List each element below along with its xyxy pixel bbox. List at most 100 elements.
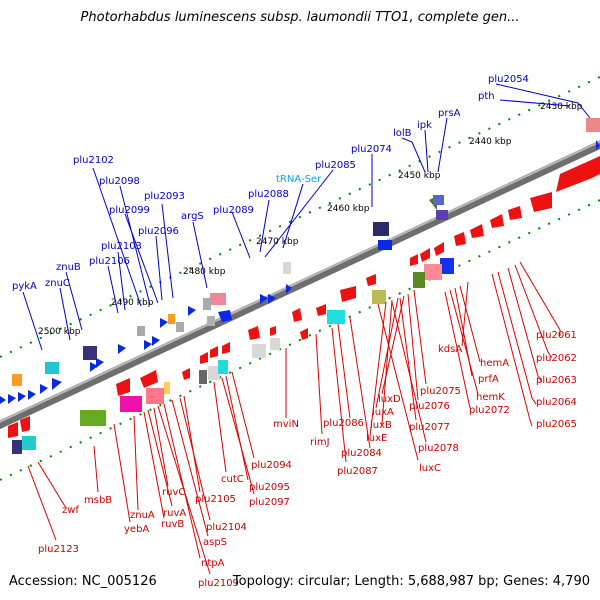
reverse-gene [248,326,260,340]
forward-genes[interactable] [0,118,600,404]
forward-gene [8,394,16,404]
gene-box [22,436,36,450]
gene-box [327,310,345,324]
bottom-leader-lines [27,261,561,575]
gene-label-top: plu2054 [488,74,529,85]
reverse-gene [508,206,522,220]
gene-label-bottom: plu2086 [323,418,364,429]
gene-box [210,293,226,305]
gene-label-bottom: luxA [372,407,394,418]
gene-box [12,374,22,386]
reverse-gene [420,248,430,262]
reverse-gene [410,254,418,266]
gene-label-top: znuB [56,262,81,273]
gene-box [218,360,228,374]
gene-box [12,440,22,454]
gene-box [168,314,175,324]
gene-label-top: plu2103 [101,241,142,252]
top-labels: plu2054 pth prsA lolB ipk plu2074 plu208… [12,74,529,292]
gene-label-top: plu2106 [89,256,130,267]
reverse-gene [530,192,552,212]
reverse-gene [366,274,376,286]
reverse-gene [200,352,208,364]
accession-text: Accession: NC_005126 [9,574,157,589]
forward-gene [18,392,26,402]
gene-label-bottom: yebA [124,524,149,535]
forward-gene [0,396,6,404]
reverse-gene [140,370,158,388]
gene-box [120,396,142,412]
reverse-genes[interactable] [8,156,600,454]
gene-label-bottom: plu2109 [198,578,239,589]
gene-label-top: argS [181,211,204,222]
gene-box [207,316,215,326]
gene-label-top: plu2085 [315,160,356,171]
gene-box [373,222,389,236]
gene-box [252,344,266,358]
gene-label-bottom: plu2075 [420,386,461,397]
top-leader-lines [22,83,591,351]
gene-label-bottom: luxD [378,394,401,405]
forward-gene [268,294,276,304]
gene-label-top: plu2098 [99,176,140,187]
gene-box [80,410,106,426]
reverse-gene [182,368,190,380]
forward-gene [40,384,48,394]
bottom-labels: plu2061 plu2062 plu2063 plu2064 plu2065 … [38,330,577,589]
reverse-gene [116,378,130,396]
gene-label-bottom: plu2095 [249,482,290,493]
gene-label-bottom: plu2123 [38,544,79,555]
kbp-label: 2450 kbp [398,171,441,181]
gene-label-bottom: plu2084 [341,448,382,459]
reverse-gene [20,416,30,432]
forward-gene [188,306,196,316]
gene-label-bottom: plu2064 [536,397,577,408]
map-title: Photorhabdus luminescens subsp. laumondi… [80,10,520,25]
kbp-label: 2490 kbp [111,298,154,308]
forward-gene [160,318,168,328]
gene-box [83,346,97,360]
reverse-gene [470,224,484,238]
gene-label-top: plu2088 [248,189,289,200]
reverse-gene [556,156,600,192]
forward-gene [378,240,392,250]
gene-label-bottom: luxC [419,463,441,474]
gene-label-top: plu2089 [213,205,254,216]
gene-label-bottom: mviN [273,419,299,430]
gene-box [137,326,145,336]
forward-gene [260,294,268,304]
forward-gene [144,340,152,350]
gene-label-top: pykA [12,281,37,292]
gene-box [164,382,170,394]
kbp-label: 2430 kbp [540,102,583,112]
forward-gene [596,140,600,150]
gene-label-bottom: ruvB [161,519,184,530]
genome-backbone [0,140,600,430]
gene-label-bottom: plu2087 [337,466,378,477]
gene-label-top: plu2093 [144,191,185,202]
forward-gene [96,358,104,368]
gene-label-top: prsA [438,108,461,119]
gene-label-trna: tRNA-Ser [276,174,322,185]
gene-label-top: ipk [417,120,432,131]
gene-box [208,366,220,380]
reverse-gene [292,308,302,322]
gene-label-bottom: ruvA [163,508,186,519]
gene-label-bottom: plu2104 [206,522,247,533]
gene-label-bottom: plu2076 [409,401,450,412]
gene-label-bottom: msbB [84,495,112,506]
gene-label-bottom: kdsA [438,344,462,355]
gene-box [283,262,291,274]
gene-label-top: pth [478,91,495,102]
gene-label-bottom: plu2062 [536,353,577,364]
forward-gene [152,336,160,346]
gene-label-bottom: zwf [62,505,79,516]
topology-text: Topology: circular; Length: 5,688,987 bp… [232,574,590,589]
gene-label-bottom: cutC [221,474,244,485]
gene-box [440,258,454,274]
gene-label-bottom: plu2078 [418,443,459,454]
gene-label-top: plu2096 [138,226,179,237]
gene-box [146,388,164,404]
reverse-gene [490,214,504,228]
